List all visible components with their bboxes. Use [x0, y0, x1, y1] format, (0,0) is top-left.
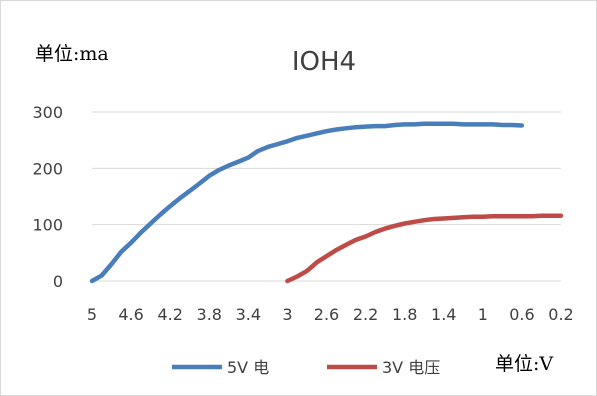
x-tick-label: 4.2 [157, 305, 182, 324]
series-lines [89, 121, 564, 284]
y-tick-label: 300 [32, 103, 63, 122]
y-axis-unit-label: 单位:ma [35, 43, 109, 65]
x-tick-labels: 5 4.6 4.2 3.8 3.4 3 2.6 2.2 1.8 1.4 1 0.6 0.2 [87, 305, 574, 324]
x-tick-label: 3.8 [197, 305, 222, 324]
x-tick-label: 1.4 [431, 305, 456, 324]
legend: 5V 电 3V 电压 [172, 358, 440, 377]
x-tick-label: 0.2 [548, 305, 573, 324]
legend-label-1: 5V 电 [227, 358, 269, 377]
x-tick-label: 3 [282, 305, 292, 324]
legend-label-2: 3V 电压 [382, 358, 440, 377]
x-tick-label: 0.6 [509, 305, 534, 324]
x-axis-unit-label: 单位:V [495, 353, 553, 375]
y-tick-label: 0 [53, 272, 63, 291]
x-tick-label: 2.6 [314, 305, 339, 324]
gridlines [92, 111, 561, 282]
x-tick-label: 1 [478, 305, 488, 324]
y-tick-label: 100 [32, 216, 63, 235]
series-line-1 [89, 121, 525, 284]
series-line-2 [285, 213, 564, 284]
x-tick-label: 3.4 [236, 305, 261, 324]
y-tick-labels: 0 100 200 300 [32, 103, 63, 291]
y-tick-label: 200 [32, 159, 63, 178]
x-tick-label: 2.2 [353, 305, 378, 324]
x-tick-label: 4.6 [118, 305, 143, 324]
x-tick-label: 1.8 [392, 305, 417, 324]
x-tick-label: 5 [87, 305, 97, 324]
chart-title: IOH4 [292, 47, 356, 77]
